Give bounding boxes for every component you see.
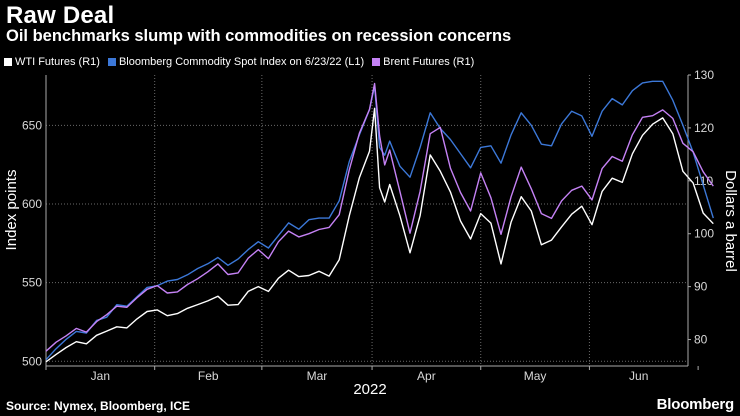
x-tick-label: Mar <box>307 369 328 383</box>
x-tick-label: Jun <box>629 369 648 383</box>
x-tick-label: Apr <box>417 369 436 383</box>
x-tick-label: Feb <box>198 369 219 383</box>
chart-subtitle: Oil benchmarks slump with commodities on… <box>6 27 512 45</box>
legend-item-wti: WTI Futures (R1) <box>4 56 100 68</box>
series-group <box>45 80 714 363</box>
bloomberg-logo: Bloomberg <box>656 396 735 413</box>
legend-label-brent: Brent Futures (R1) <box>383 56 475 68</box>
plot-area <box>46 75 688 366</box>
y-right-tick-label: 110 <box>694 174 713 188</box>
legend-label-bcom: Bloomberg Commodity Spot Index on 6/23/2… <box>118 56 365 68</box>
y-axis-left-label: Index points <box>3 170 20 251</box>
y-left-tick-label: 600 <box>22 197 42 211</box>
series-line-brent <box>45 82 714 352</box>
series-line-bcom <box>45 80 714 361</box>
legend-label-wti: WTI Futures (R1) <box>15 56 100 68</box>
axes: 500 550 600 650 80 90 100 110 120 130 Jan Feb Mar Apr… <box>22 68 714 383</box>
legend-item-bcom: Bloomberg Commodity Spot Index on 6/23/2… <box>107 56 365 68</box>
x-tick-label: Jan <box>91 369 110 383</box>
legend-item-brent: Brent Futures (R1) <box>372 56 474 68</box>
y-right-tick-label: 130 <box>694 68 714 82</box>
legend-swatch-wti <box>4 58 12 66</box>
legend-swatch-bcom <box>107 58 116 66</box>
y-right-tick-label: 80 <box>694 333 708 347</box>
y-left-tick-label: 550 <box>22 276 42 290</box>
legend-swatch-brent <box>372 58 381 66</box>
x-axis-label: 2022 <box>353 381 386 398</box>
chart-title: Raw Deal <box>6 2 115 29</box>
x-tick-label: May <box>524 369 547 383</box>
y-right-tick-label: 120 <box>694 121 714 135</box>
source-note: Source: Nymex, Bloomberg, ICE <box>6 399 191 413</box>
series-line-wti <box>45 107 714 363</box>
y-left-tick-label: 650 <box>22 118 42 132</box>
y-axis-right-label: Dollars a barrel <box>722 170 739 272</box>
y-left-tick-label: 500 <box>22 354 42 368</box>
y-right-tick-label: 100 <box>694 227 714 241</box>
y-right-tick-label: 90 <box>694 280 708 294</box>
legend: WTI Futures (R1) Bloomberg Commodity Spo… <box>4 56 482 68</box>
gridlines <box>46 75 688 366</box>
